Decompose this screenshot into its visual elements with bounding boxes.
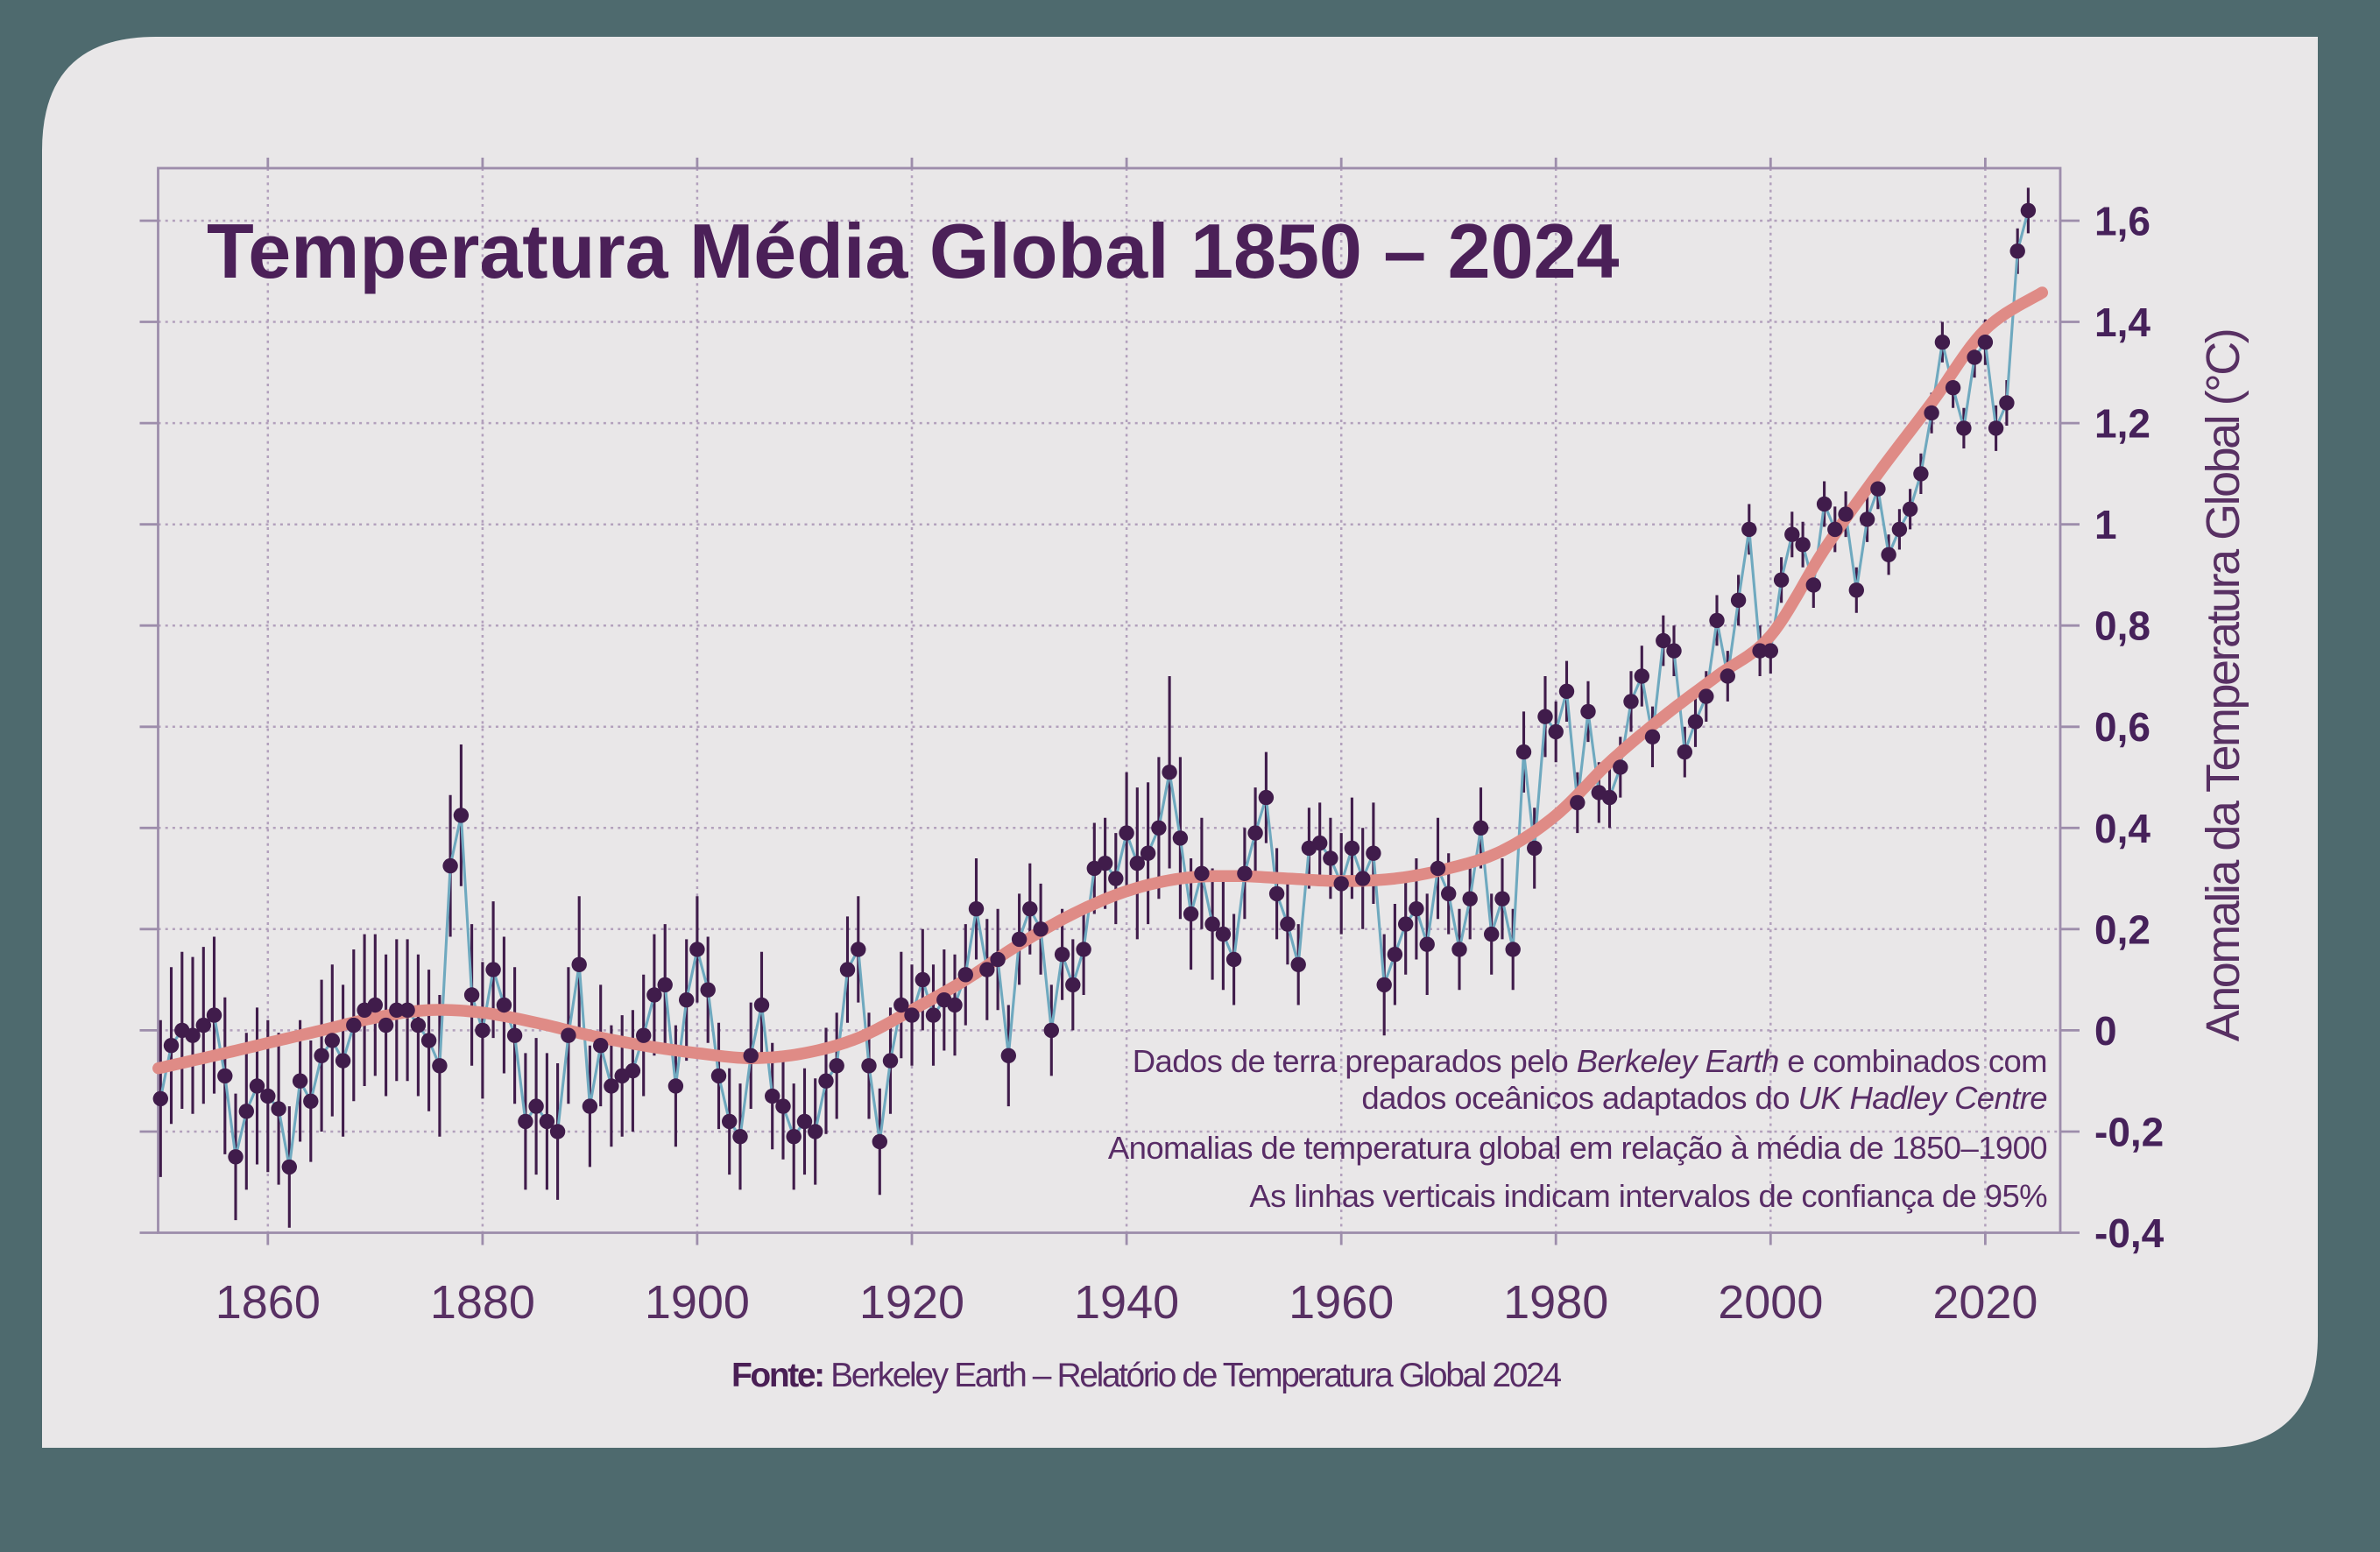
svg-text:1860: 1860 — [215, 1276, 321, 1329]
svg-text:Anomalia da Temperatura Global: Anomalia da Temperatura Global (°C) — [2197, 330, 2249, 1042]
svg-text:0,2: 0,2 — [2094, 907, 2150, 952]
svg-text:1920: 1920 — [859, 1276, 964, 1329]
svg-text:1,2: 1,2 — [2094, 401, 2150, 447]
svg-text:1980: 1980 — [1503, 1276, 1608, 1329]
svg-text:2020: 2020 — [1932, 1276, 2037, 1329]
svg-text:0,4: 0,4 — [2094, 806, 2150, 851]
svg-text:0,8: 0,8 — [2094, 603, 2150, 649]
svg-text:2000: 2000 — [1718, 1276, 1823, 1329]
svg-text:As linhas verticais indicam in: As linhas verticais indicam intervalos d… — [1249, 1178, 2047, 1214]
svg-text:-0,2: -0,2 — [2094, 1110, 2164, 1155]
svg-text:-0,4: -0,4 — [2094, 1210, 2165, 1256]
svg-text:1880: 1880 — [430, 1276, 535, 1329]
svg-text:dados oceânicos adaptados do U: dados oceânicos adaptados do UK Hadley C… — [1361, 1080, 2047, 1116]
svg-text:Fonte: Berkeley Earth – Relató: Fonte: Berkeley Earth – Relatório de Tem… — [731, 1357, 1561, 1394]
svg-text:0: 0 — [2094, 1008, 2117, 1054]
svg-text:1900: 1900 — [645, 1276, 750, 1329]
svg-text:1,6: 1,6 — [2094, 199, 2150, 244]
svg-text:Temperatura Média Global 1850: Temperatura Média Global 1850 – 2024 — [207, 208, 1620, 294]
svg-text:1: 1 — [2094, 502, 2117, 547]
svg-text:Dados de terra preparados pelo: Dados de terra preparados pelo Berkeley … — [1133, 1043, 2047, 1079]
svg-text:1940: 1940 — [1074, 1276, 1179, 1329]
svg-text:0,6: 0,6 — [2094, 704, 2150, 750]
svg-text:Anomalias de temperatura globa: Anomalias de temperatura global em relaç… — [1108, 1130, 2047, 1166]
svg-text:1960: 1960 — [1289, 1276, 1394, 1329]
svg-text:1,4: 1,4 — [2094, 300, 2150, 345]
